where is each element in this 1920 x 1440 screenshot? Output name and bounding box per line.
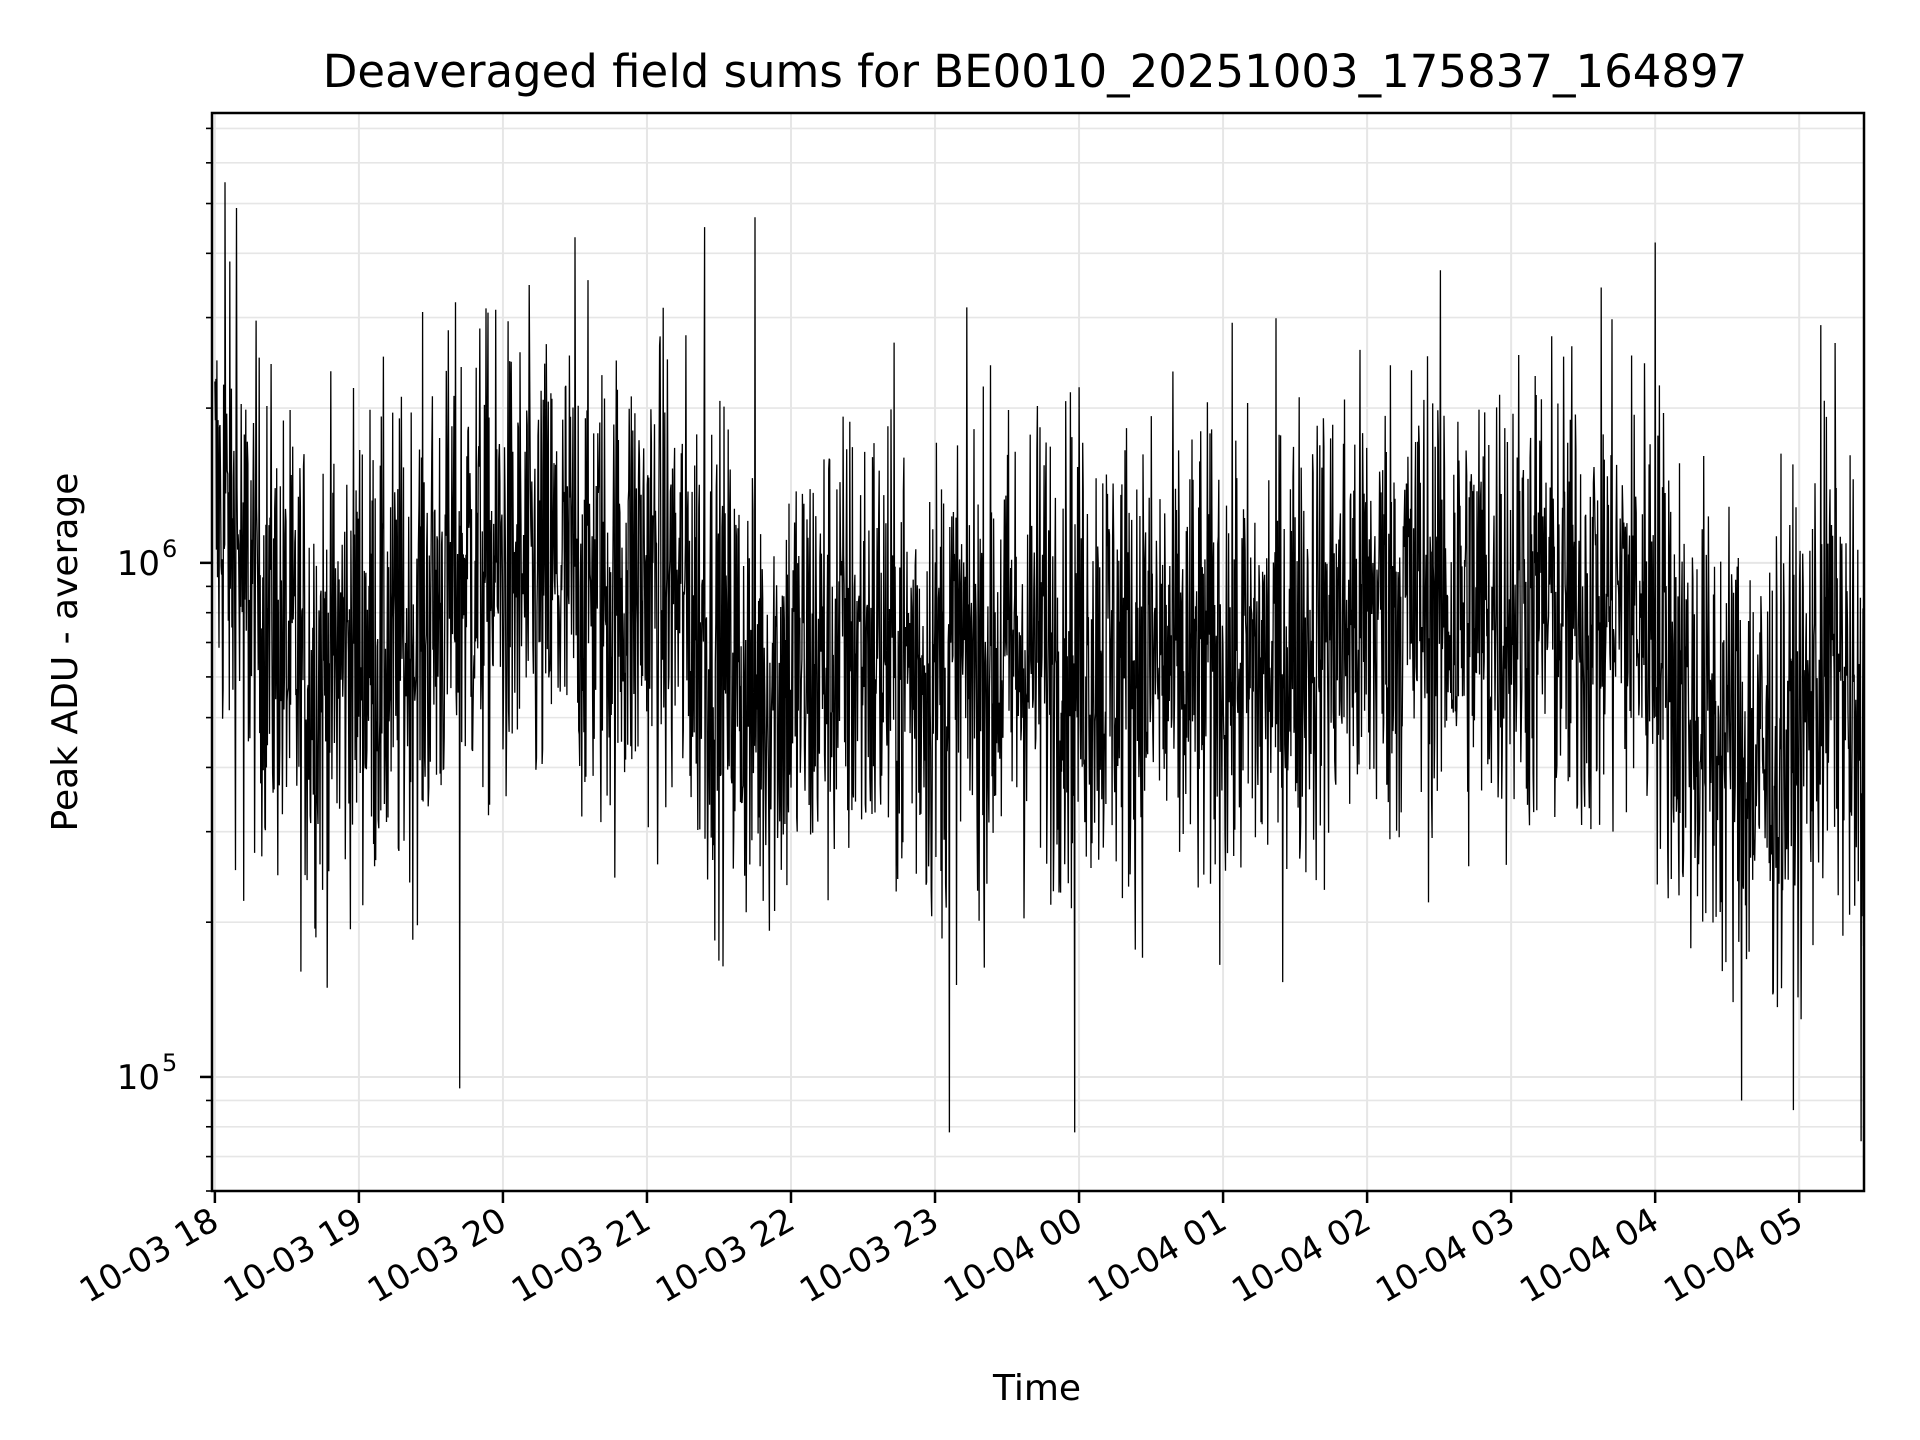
x-tick-label: 10-04 05	[1657, 1200, 1809, 1311]
y-tick-label: 10	[117, 1058, 160, 1098]
series-line	[214, 182, 1865, 1142]
axes-frame	[210, 111, 1866, 1193]
x-tick-label: 10-03 19	[217, 1200, 369, 1311]
x-tick-label: 10-03 20	[361, 1200, 513, 1311]
x-tick-label: 10-03 21	[505, 1200, 657, 1311]
y-tick-exponent: 6	[162, 535, 177, 563]
x-axis-label: Time	[992, 1368, 1081, 1409]
x-tick-label: 10-04 00	[937, 1200, 1089, 1311]
y-tick-label: 10	[117, 544, 160, 584]
series-layer	[214, 182, 1865, 1142]
x-tick-label: 10-03 22	[649, 1200, 801, 1311]
y-tick-exponent: 5	[162, 1049, 177, 1077]
x-tick-label: 10-04 04	[1513, 1200, 1665, 1311]
x-tick-label: 10-04 01	[1081, 1200, 1233, 1311]
x-tick-label: 10-03 23	[793, 1200, 945, 1311]
x-tick-label: 10-03 18	[73, 1200, 225, 1311]
y-axis-label: Peak ADU - average	[45, 473, 86, 832]
chart-title: Deaveraged field sums for BE0010_2025100…	[323, 45, 1748, 98]
x-tick-label: 10-04 02	[1225, 1200, 1377, 1311]
x-tick-label: 10-04 03	[1369, 1200, 1521, 1311]
